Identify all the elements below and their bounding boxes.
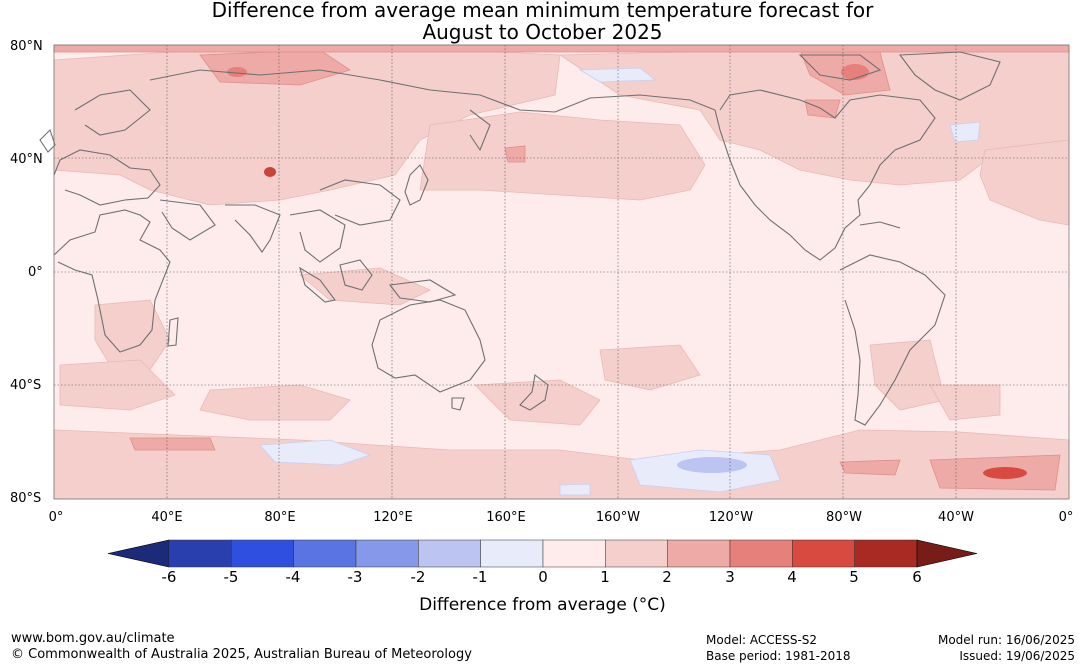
coast-kamchatka — [469, 109, 491, 152]
colorbar-segment — [542, 539, 606, 568]
coast-sumatra — [299, 266, 336, 303]
shade-tasman — [474, 379, 601, 426]
colorbar-segment — [667, 539, 731, 568]
colorbar-tick: -1 — [472, 568, 488, 586]
coast-uk — [39, 128, 56, 153]
colorbar-segment — [168, 539, 232, 568]
coast-scandinavia — [74, 89, 151, 136]
footer-copyright: © Commonwealth of Australia 2025, Austra… — [11, 647, 472, 662]
shade-atlantic-cool — [949, 121, 981, 143]
colorbar-extend-high — [916, 539, 978, 568]
lon-label-160e: 160°E — [486, 510, 526, 525]
footer-model-run: Model run: 16/06/2025 — [937, 633, 1075, 647]
footer-site-url: www.bom.gov.au/climate — [11, 631, 175, 646]
coast-madagascar — [167, 317, 179, 347]
coast-greenland — [898, 51, 1001, 101]
shade-pacific-cold-core — [677, 457, 747, 473]
colorbar-segment — [418, 539, 481, 568]
coast-southeast-asia — [289, 209, 346, 263]
coast-alaska — [554, 94, 721, 131]
colorbar-segment — [854, 539, 918, 568]
colorbar-tick: -2 — [410, 568, 426, 586]
lat-label-80s: 80°S — [10, 491, 42, 506]
lon-label-0-left: 0° — [48, 510, 64, 525]
colorbar-tick: 0 — [538, 568, 548, 586]
coast-india — [225, 204, 281, 253]
colorbar-tick: 5 — [849, 568, 859, 586]
footer-issued: Issued: 19/06/2025 — [959, 649, 1075, 663]
coast-tasmania — [451, 397, 465, 411]
shade-north-pacific-small — [504, 145, 526, 163]
lon-label-40w: 40°W — [938, 510, 974, 525]
shade-indian-cool — [259, 439, 372, 466]
colorbar-tick: 2 — [662, 568, 672, 586]
shade-arctic-top — [53, 44, 1070, 53]
colorbar-segment — [605, 539, 668, 568]
coast-caribbean — [859, 221, 901, 229]
lon-label-80w: 80°W — [826, 510, 862, 525]
lat-label-40n: 40°N — [10, 152, 43, 167]
coast-arctic-islands — [798, 54, 882, 81]
lat-label-80n: 80°N — [10, 39, 43, 54]
map-title-line-2: August to October 2025 — [422, 20, 663, 44]
colorbar-segment — [480, 539, 544, 568]
shade-arctic-cool — [578, 67, 657, 83]
colorbar-segment — [729, 539, 793, 568]
colorbar-segment — [355, 539, 419, 568]
colorbar-tick: -4 — [285, 568, 301, 586]
coast-arabia — [159, 199, 216, 241]
coast-australia — [371, 299, 486, 393]
coast-new-guinea — [388, 279, 457, 303]
lat-label-equator: 0° — [28, 265, 43, 280]
shade-tibet-hot — [264, 167, 276, 177]
lon-label-120e: 120°E — [373, 510, 413, 525]
colorbar-extend-low — [107, 539, 170, 568]
lon-label-80e: 80°E — [264, 510, 296, 525]
coast-north-america — [719, 89, 936, 261]
colorbar-segment — [231, 539, 294, 568]
shade-siberia-hot — [227, 67, 247, 77]
shade-canada-hot — [841, 64, 869, 80]
coast-europe — [53, 149, 161, 206]
shade-south-atlantic-hot — [983, 467, 1027, 479]
colorbar-tick: -5 — [223, 568, 239, 586]
coast-siberia-north — [149, 69, 556, 113]
colorbar-tick: -3 — [347, 568, 363, 586]
anomaly-high-regions — [227, 64, 1027, 479]
coast-japan — [404, 164, 429, 206]
lat-label-40s: 40°S — [10, 378, 42, 393]
colorbar-tick: -6 — [161, 568, 177, 586]
colorbar — [107, 539, 978, 568]
shade-southern-east — [839, 459, 901, 476]
colorbar-tick: 6 — [912, 568, 922, 586]
map-title-line-1: Difference from average mean minimum tem… — [211, 0, 874, 22]
colorbar-segment — [792, 539, 855, 568]
coast-china — [319, 179, 401, 226]
colorbar-tick: 1 — [600, 568, 610, 586]
footer-base-period: Base period: 1981-2018 — [706, 649, 851, 663]
lon-label-40e: 40°E — [151, 510, 183, 525]
shade-north-pacific — [419, 111, 706, 201]
shade-south-pacific — [599, 344, 701, 391]
shade-south-america — [869, 339, 946, 411]
footer-model: Model: ACCESS-S2 — [706, 633, 818, 647]
map-frame — [53, 44, 1070, 500]
lon-label-120w: 120°W — [708, 510, 754, 525]
colorbar-segment — [293, 539, 357, 568]
shade-hudson — [804, 99, 841, 119]
lon-label-160w: 160°W — [595, 510, 641, 525]
colorbar-tick: 3 — [725, 568, 735, 586]
shade-drake-cool — [559, 483, 591, 496]
coast-south-america — [839, 254, 946, 426]
shade-south-indian-strip — [129, 437, 216, 451]
graticule — [54, 45, 1069, 499]
colorbar-tick: 4 — [787, 568, 797, 586]
coastlines — [39, 51, 1001, 426]
shade-south-atlantic — [929, 384, 1001, 421]
colorbar-label: Difference from average (°C) — [419, 595, 666, 615]
coast-borneo — [339, 259, 373, 291]
lon-label-0-right: 0° — [1058, 510, 1074, 525]
coast-africa — [53, 209, 171, 353]
